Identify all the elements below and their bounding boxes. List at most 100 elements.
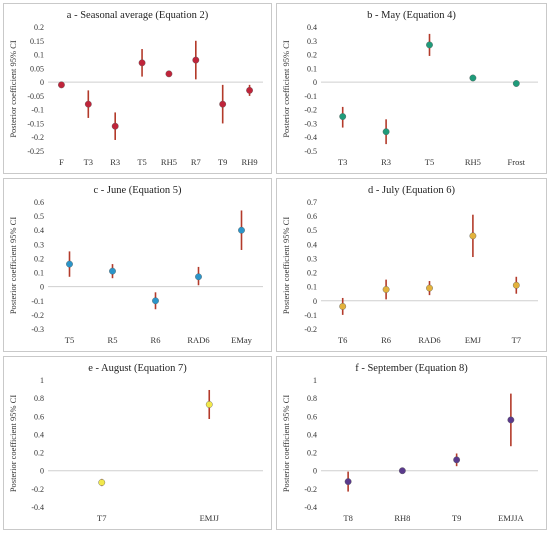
data-point xyxy=(507,416,515,424)
data-point xyxy=(469,232,477,240)
data-point xyxy=(382,128,390,136)
x-category-label: R6 xyxy=(381,335,391,345)
y-tick-label: 0.6 xyxy=(34,198,44,207)
chart-svg: e - August (Equation 7) Posterior coeffic… xyxy=(8,363,263,523)
y-tick-label: -0.3 xyxy=(304,119,317,128)
y-tick-label: -0.05 xyxy=(27,92,44,101)
data-point xyxy=(195,273,202,281)
x-category-label: T3 xyxy=(338,157,347,167)
data-point xyxy=(138,59,146,67)
data-point xyxy=(84,100,92,108)
chart-svg: c - June (Equation 5) Posterior coefficie… xyxy=(8,185,263,345)
chart-title: a - Seasonal average (Equation 2) xyxy=(67,10,209,21)
data-point xyxy=(453,456,461,464)
y-tick-label: 1 xyxy=(40,376,44,385)
data-point xyxy=(219,100,227,108)
chart-title: f - September (Equation 8) xyxy=(355,363,468,374)
chart-svg: d - July (Equation 6) Posterior coefficie… xyxy=(281,185,538,345)
chart-svg: a - Seasonal average (Equation 2) Posteri… xyxy=(8,10,263,167)
x-category-label: R7 xyxy=(191,157,201,167)
y-tick-label: 0.1 xyxy=(34,269,44,278)
y-axis-label: Posterior coefficient 95% CI xyxy=(281,395,291,493)
y-tick-label: 0.4 xyxy=(34,430,44,439)
data-point xyxy=(426,41,433,49)
chart-svg: b - May (Equation 4) Posterior coefficien… xyxy=(281,10,538,167)
data-point xyxy=(152,297,159,305)
y-tick-label: 0.1 xyxy=(34,51,44,60)
y-tick-label: -0.1 xyxy=(304,311,317,320)
x-category-label: T5 xyxy=(65,335,74,345)
x-category-label: RH5 xyxy=(161,157,177,167)
chart-svg: f - September (Equation 8) Posterior coef… xyxy=(281,363,538,523)
y-axis-label: Posterior coefficient 95% CI xyxy=(281,217,291,315)
x-category-label: T5 xyxy=(425,157,434,167)
data-point xyxy=(111,122,119,130)
y-tick-label: 0.4 xyxy=(34,226,44,235)
x-category-label: R6 xyxy=(151,335,161,345)
panel-july: d - July (Equation 6) Posterior coefficie… xyxy=(276,178,547,352)
y-tick-label: 0.2 xyxy=(34,23,44,32)
y-tick-label: -0.2 xyxy=(304,485,317,494)
x-category-label: EMJJ xyxy=(200,513,220,523)
data-point xyxy=(205,401,213,408)
data-point xyxy=(398,467,406,475)
panel-may: b - May (Equation 4) Posterior coefficien… xyxy=(276,3,547,174)
chart-title: c - June (Equation 5) xyxy=(93,185,182,196)
y-tick-label: -0.25 xyxy=(27,147,44,156)
y-tick-label: 0.4 xyxy=(307,23,317,32)
y-tick-label: 0.2 xyxy=(307,449,317,458)
y-tick-label: 0.1 xyxy=(307,64,317,73)
y-tick-label: 0 xyxy=(40,78,44,87)
y-tick-label: -0.15 xyxy=(27,119,44,128)
y-tick-label: 0.1 xyxy=(307,283,317,292)
data-point xyxy=(98,479,106,486)
data-point xyxy=(426,284,433,292)
y-tick-label: 0 xyxy=(40,467,44,476)
x-category-label: T3 xyxy=(84,157,93,167)
y-tick-label: 0.8 xyxy=(34,394,44,403)
x-category-label: T7 xyxy=(97,513,106,523)
chart-title: b - May (Equation 4) xyxy=(367,10,456,21)
y-tick-label: 0 xyxy=(40,283,44,292)
x-category-label: Frost xyxy=(508,157,526,167)
x-category-label: T8 xyxy=(343,513,352,523)
y-tick-label: 0.6 xyxy=(34,412,44,421)
y-tick-label: -0.4 xyxy=(304,503,317,512)
y-tick-label: -0.2 xyxy=(304,325,317,334)
y-tick-label: 0 xyxy=(313,297,317,306)
y-tick-label: 0.2 xyxy=(34,449,44,458)
y-tick-label: 0.15 xyxy=(30,37,44,46)
panel-june: c - June (Equation 5) Posterior coefficie… xyxy=(3,178,272,352)
panel-august: e - August (Equation 7) Posterior coeffic… xyxy=(3,356,272,530)
x-category-label: EMay xyxy=(231,335,253,345)
data-point xyxy=(469,74,477,82)
x-category-label: R3 xyxy=(110,157,120,167)
data-point xyxy=(238,226,245,234)
data-point xyxy=(512,80,520,87)
y-tick-label: 0.2 xyxy=(307,51,317,60)
x-category-label: T9 xyxy=(218,157,227,167)
data-point xyxy=(246,86,253,94)
y-tick-label: 0.7 xyxy=(307,198,317,207)
data-point xyxy=(165,70,173,78)
y-tick-label: 0.8 xyxy=(307,394,317,403)
x-category-label: EMJ xyxy=(465,335,482,345)
chart-title: d - July (Equation 6) xyxy=(368,185,455,196)
y-tick-label: 0.2 xyxy=(34,254,44,263)
y-tick-label: 0 xyxy=(313,78,317,87)
data-point xyxy=(512,281,520,289)
data-point xyxy=(192,56,200,64)
data-point xyxy=(109,267,116,275)
x-category-label: R3 xyxy=(381,157,391,167)
y-axis-label: Posterior coefficient 95% CI xyxy=(8,217,18,315)
panel-september: f - September (Equation 8) Posterior coef… xyxy=(276,356,547,530)
x-category-label: RH5 xyxy=(465,157,481,167)
chart-title: e - August (Equation 7) xyxy=(88,363,187,374)
x-category-label: RAD6 xyxy=(187,335,209,345)
data-point xyxy=(382,286,390,293)
y-tick-label: 0.6 xyxy=(307,412,317,421)
data-point xyxy=(344,478,352,486)
x-category-label: RH9 xyxy=(242,157,258,167)
x-category-label: EMJJA xyxy=(498,513,524,523)
x-category-label: T5 xyxy=(137,157,146,167)
